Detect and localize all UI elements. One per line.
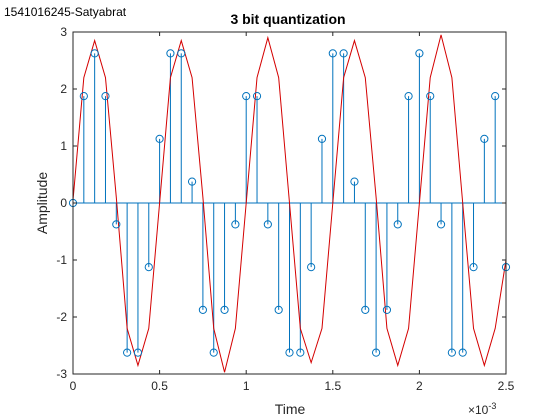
stem-marker [231,220,240,229]
chart-title: 3 bit quantization [230,11,345,27]
stem-marker [328,49,337,58]
y-axis-label: Amplitude [34,172,50,234]
stem-marker [339,49,348,58]
stem-marker [361,305,370,314]
stem-marker [263,220,272,229]
stem-marker [480,134,489,143]
signal-line [72,34,507,373]
x-tick-label: 2.5 [498,379,515,393]
stem-marker [198,305,207,314]
stem-marker [296,348,305,357]
x-tick-label: 2 [416,379,423,393]
stem-marker [112,220,121,229]
stem-marker [317,134,327,143]
stem-marker [155,134,164,143]
stem-marker [285,348,294,357]
y-tick-label: 3 [60,25,67,39]
stem-marker [177,49,186,58]
stem-marker [307,263,316,272]
figure-label: 1541016245-Satyabrat [4,5,127,19]
x-tick-label: 1 [243,379,250,393]
stem-marker [447,348,456,357]
x-tick-label: 1.5 [324,379,341,393]
stem-marker [436,220,446,229]
stem-marker [491,92,500,101]
stem-marker [404,92,413,101]
stem-marker [458,348,467,357]
y-tick-label: 2 [60,82,67,96]
stem-marker [144,263,153,272]
x-tick-label: 0.5 [151,379,168,393]
stem-marker [350,177,359,186]
y-tick-label: 1 [60,139,67,153]
stem-marker [209,348,218,357]
stem-marker [372,348,381,357]
stem-marker [252,92,262,101]
stem-marker [90,49,99,58]
stem-marker [426,92,435,101]
stem-marker [79,92,88,101]
stem-marker [274,305,283,314]
data-marks [68,34,511,373]
y-tick-label: -3 [56,367,67,381]
y-tick-label: -1 [56,253,67,267]
x-axis-exponent: ×10-3 [468,401,496,417]
x-axis-label: Time [275,401,306,417]
stem-marker [166,49,175,58]
axes: 0 0.5 1 1.5 2 2.5 -3 -2 -1 0 1 2 3 [56,25,514,393]
y-tick-label: -2 [56,310,67,324]
stem-marker [242,92,251,101]
stem-marker [415,49,424,58]
stem-marker [382,305,392,314]
stem-marker [101,92,110,101]
stem-marker [469,263,478,272]
stem-marker [393,220,402,229]
y-tick-label: 0 [60,196,67,210]
stem-marker [123,348,132,357]
stem-marker [220,305,229,314]
stem-marker [133,348,143,357]
x-tick-label: 0 [70,379,77,393]
stem-marker [187,177,197,186]
